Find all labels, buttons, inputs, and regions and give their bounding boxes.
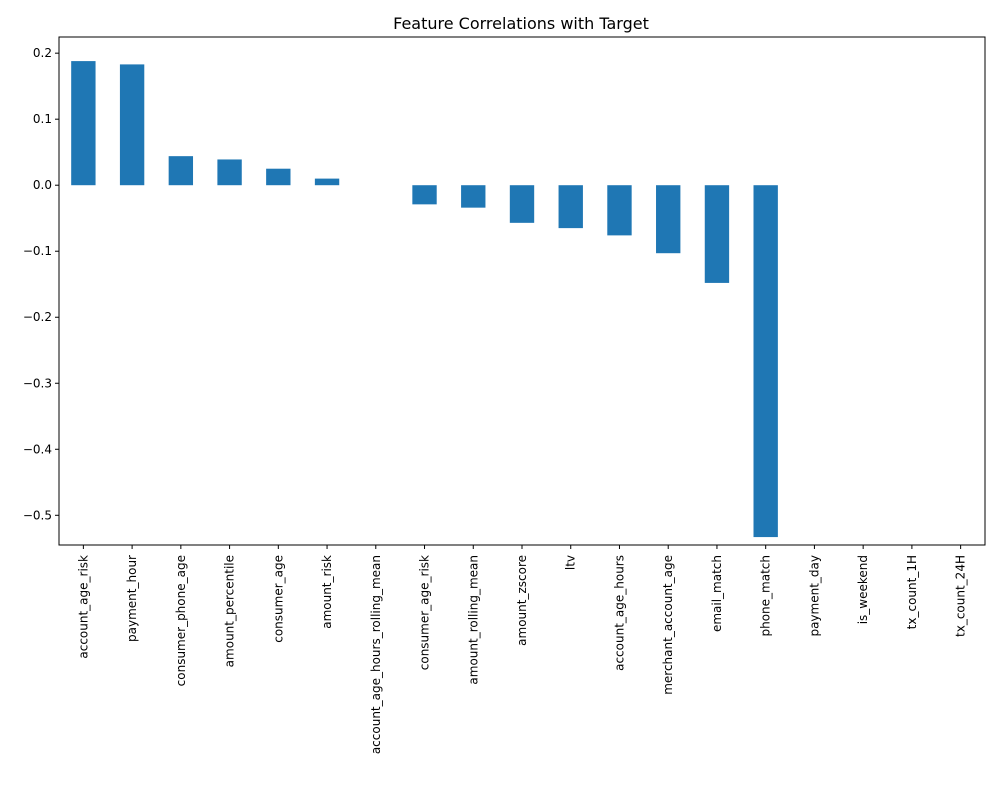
- bar-amount-rolling-mean: [461, 185, 486, 208]
- x-axis: account_age_risk payment_hour consumer_pho…: [76, 545, 968, 754]
- y-tick-label: −0.3: [23, 376, 52, 390]
- bar-consumer-phone-age: [168, 156, 194, 186]
- x-tick-label: consumer_age_risk: [418, 555, 432, 670]
- bar-amount-risk: [314, 178, 340, 186]
- bar-amount-zscore: [509, 185, 535, 223]
- x-tick-label: account_age_hours_rolling_mean: [369, 555, 383, 754]
- x-tick-label: email_match: [710, 555, 724, 632]
- y-tick-label: −0.5: [23, 508, 52, 522]
- x-tick-label: is_weekend: [856, 555, 870, 624]
- y-axis: 0.2 0.1 0.0 −0.1 −0.2 −0.3 −0.4 −0.5: [23, 46, 59, 522]
- x-tick-label: consumer_phone_age: [174, 555, 188, 686]
- x-tick-label: payment_day: [807, 555, 821, 637]
- y-tick-label: −0.1: [23, 244, 52, 258]
- plot-frame: [58, 36, 986, 546]
- y-tick-label: −0.4: [23, 442, 52, 456]
- x-tick-label: consumer_age: [271, 555, 285, 643]
- y-tick-label: 0.0: [33, 178, 52, 192]
- y-tick-label: 0.1: [33, 112, 52, 126]
- x-tick-label: phone_match: [759, 555, 773, 637]
- x-tick-label: tx_count_24H: [954, 555, 968, 637]
- x-tick-label: ltv: [564, 555, 578, 570]
- bar-account-age-hours: [607, 185, 632, 236]
- bars-group: [71, 61, 778, 538]
- x-tick-label: account_age_hours: [612, 555, 626, 671]
- chart-title: Feature Correlations with Target: [393, 14, 649, 33]
- y-tick-label: 0.2: [33, 46, 52, 60]
- bar-merchant-account-age: [656, 185, 681, 254]
- bar-phone-match: [753, 185, 778, 538]
- bar-email-match: [704, 185, 730, 283]
- bar-consumer-age: [266, 168, 291, 186]
- bar-ltv: [558, 185, 583, 229]
- y-tick-label: −0.2: [23, 310, 52, 324]
- bar-consumer-age-risk: [412, 185, 437, 205]
- x-tick-label: amount_rolling_mean: [466, 555, 480, 685]
- x-tick-label: payment_hour: [125, 555, 139, 642]
- x-tick-label: account_age_risk: [76, 555, 90, 659]
- x-tick-label: amount_risk: [320, 555, 334, 629]
- bar-account-age-risk: [71, 61, 96, 186]
- x-tick-label: tx_count_1H: [905, 555, 919, 629]
- x-tick-label: amount_zscore: [515, 555, 529, 646]
- bar-amount-percentile: [217, 159, 242, 186]
- bar-payment-hour: [119, 64, 145, 186]
- x-tick-label: amount_percentile: [223, 555, 237, 667]
- x-tick-label: merchant_account_age: [661, 555, 675, 695]
